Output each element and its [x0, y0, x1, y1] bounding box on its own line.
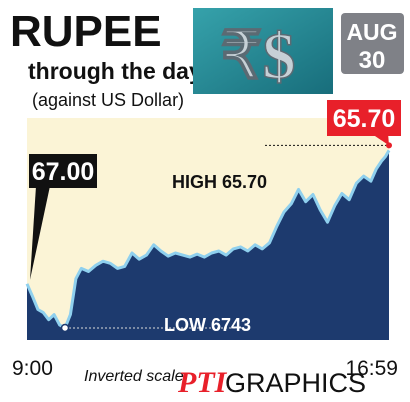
date-badge-box [341, 13, 404, 74]
low-label: LOW 6743 [164, 315, 251, 335]
graphics-wordmark: GRAPHICS [225, 368, 366, 398]
open-callout: 67.00 [29, 154, 97, 280]
currency-note: (against US Dollar) [32, 90, 184, 110]
currency-symbols-image: ₹$ [193, 8, 333, 94]
close-callout-pointer [372, 134, 389, 146]
date-badge: AUG 30 [341, 13, 404, 74]
date-day: 30 [359, 47, 386, 74]
x-start-label: 9:00 [12, 357, 53, 380]
open-callout-box [29, 154, 97, 188]
x-end-label: 16:59 [345, 357, 398, 380]
chart-subtitle: through the day [28, 58, 202, 84]
chart-title: RUPEE [10, 7, 162, 56]
pti-logo-text: PTI [177, 366, 228, 399]
inverted-scale-note: Inverted scale [84, 368, 184, 385]
close-callout: 65.70 [327, 100, 401, 146]
close-value-label: 65.70 [333, 105, 396, 133]
close-callout-box [327, 100, 401, 136]
series-line [25, 149, 391, 330]
date-month: AUG [346, 19, 397, 45]
low-marker [60, 323, 70, 333]
open-callout-pointer [30, 186, 50, 280]
high-label: HIGH 65.70 [172, 172, 267, 192]
series-area [27, 150, 389, 340]
currency-symbols-glyphs: ₹$ [221, 20, 296, 93]
pti-logo: PTI [177, 366, 228, 399]
open-value-label: 67.00 [32, 158, 95, 186]
